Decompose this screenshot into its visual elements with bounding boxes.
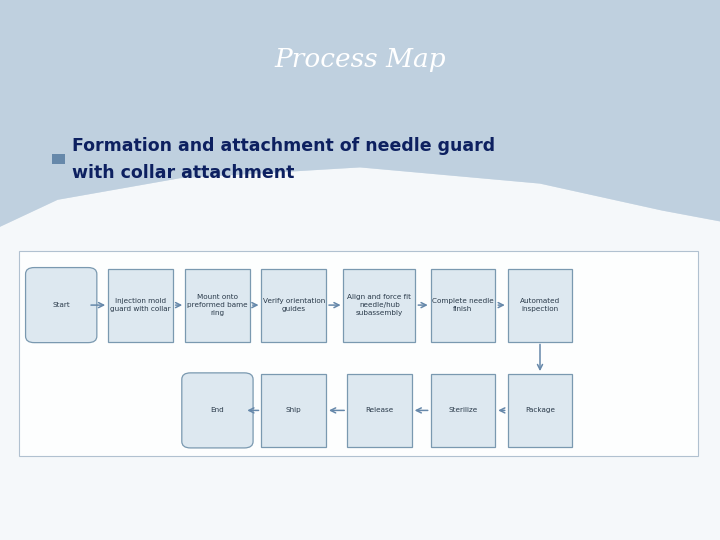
Text: with collar attachment: with collar attachment [72, 164, 294, 182]
FancyBboxPatch shape [181, 373, 253, 448]
Text: Align and force fit
needle/hub
subassembly: Align and force fit needle/hub subassemb… [348, 294, 411, 316]
Text: End: End [210, 407, 225, 414]
FancyBboxPatch shape [261, 374, 326, 447]
Text: Ship: Ship [286, 407, 302, 414]
Text: Release: Release [365, 407, 394, 414]
FancyBboxPatch shape [185, 269, 250, 342]
Text: Start: Start [53, 302, 70, 308]
Text: Formation and attachment of needle guard: Formation and attachment of needle guard [72, 137, 495, 155]
Polygon shape [0, 0, 720, 227]
FancyBboxPatch shape [431, 374, 495, 447]
Text: Process Map: Process Map [274, 47, 446, 72]
Text: Automated
inspection: Automated inspection [520, 298, 560, 312]
FancyBboxPatch shape [343, 269, 415, 342]
Text: Package: Package [525, 407, 555, 414]
FancyBboxPatch shape [261, 269, 326, 342]
Polygon shape [0, 167, 720, 540]
FancyBboxPatch shape [19, 251, 698, 456]
Bar [52, 154, 65, 164]
Text: Mount onto
preformed bame
ring: Mount onto preformed bame ring [187, 294, 248, 316]
FancyBboxPatch shape [431, 269, 495, 342]
FancyBboxPatch shape [347, 374, 412, 447]
Text: Injection mold
guard with collar: Injection mold guard with collar [110, 298, 171, 312]
Text: Verify orientation
guides: Verify orientation guides [263, 298, 325, 312]
Text: Sterilize: Sterilize [449, 407, 477, 414]
FancyBboxPatch shape [508, 269, 572, 342]
FancyBboxPatch shape [508, 374, 572, 447]
Text: Complete needle
finish: Complete needle finish [432, 298, 494, 312]
FancyBboxPatch shape [108, 269, 173, 342]
FancyBboxPatch shape [26, 268, 96, 342]
